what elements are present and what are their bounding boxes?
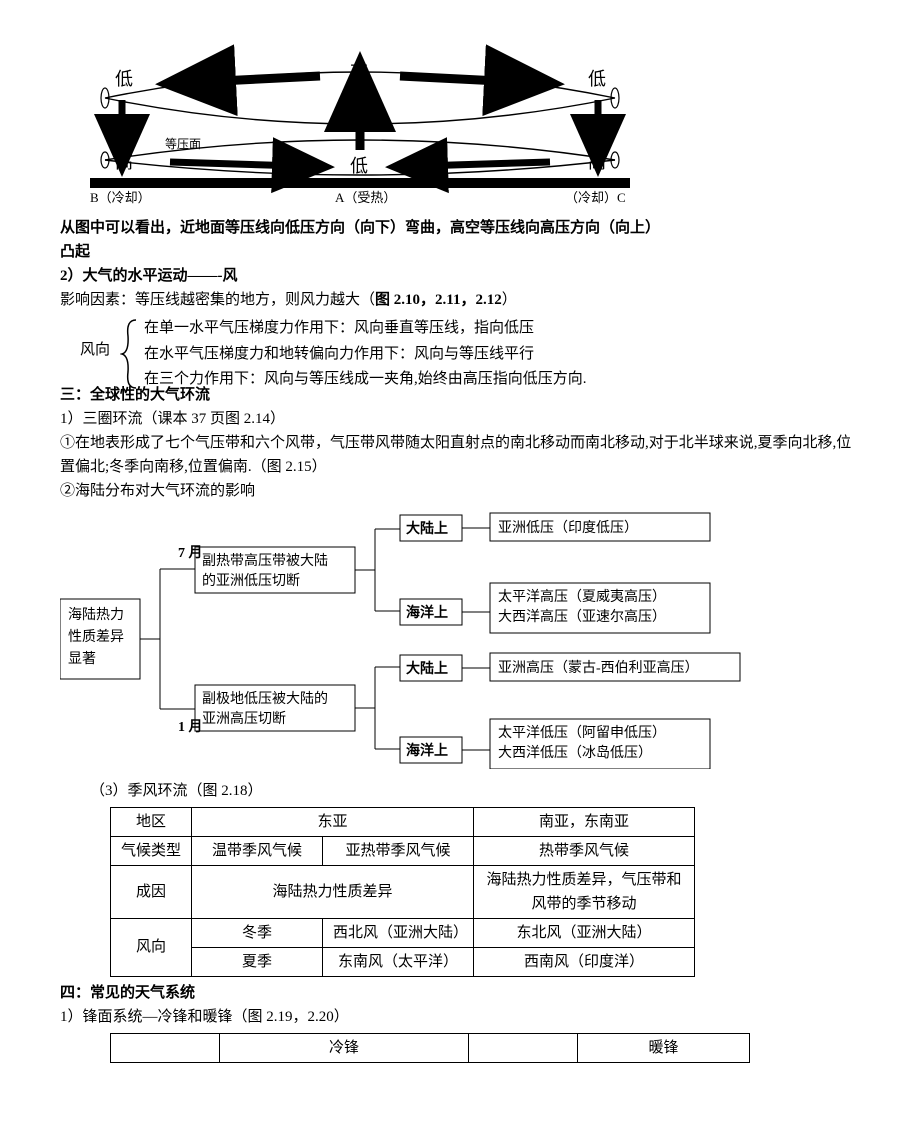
table-row: 成因 海陆热力性质差异 海陆热力性质差异，气压带和风带的季节移动 — [111, 865, 695, 918]
monsoon-title: （3）季风环流（图 2.18） — [90, 779, 860, 803]
svg-text:（冷却）C: （冷却）C — [565, 190, 626, 205]
svg-text:亚洲低压（印度低压）: 亚洲低压（印度低压） — [498, 520, 638, 536]
svg-text:海洋上: 海洋上 — [406, 604, 448, 621]
wind-direction-label: 风向 — [80, 338, 120, 362]
svg-text:副极地低压被大陆的: 副极地低压被大陆的 — [202, 691, 328, 707]
svg-text:大西洋高压（亚速尔高压）: 大西洋高压（亚速尔高压） — [498, 608, 666, 625]
svg-text:的亚洲低压切断: 的亚洲低压切断 — [202, 573, 300, 589]
svg-text:大陆上: 大陆上 — [406, 660, 448, 677]
section-4-title: 四：常见的天气系统 — [60, 981, 860, 1005]
svg-text:太平洋高压（夏威夷高压）: 太平洋高压（夏威夷高压） — [498, 588, 666, 605]
table-row: 地区 东亚 南亚，东南亚 — [111, 807, 695, 836]
svg-text:低: 低 — [350, 156, 368, 176]
section-2-factor-line: 影响因素：等压线越密集的地方，则风力越大（图 2.10，2.11，2.12） — [60, 288, 860, 312]
section-3-line-1: 1）三圈环流（课本 37 页图 2.14） — [60, 407, 860, 431]
section-4-line-1: 1）锋面系统—冷锋和暖锋（图 2.19，2.20） — [60, 1005, 860, 1029]
svg-text:亚洲高压（蒙古-西伯利亚高压）: 亚洲高压（蒙古-西伯利亚高压） — [498, 659, 699, 676]
svg-text:高: 高 — [588, 152, 606, 172]
wind-brace-line-2: 在水平气压梯度力和地转偏向力作用下：风向与等压线平行 — [144, 342, 587, 368]
diagram-caption-line1: 从图中可以看出，近地面等压线向低压方向（向下）弯曲，高空等压线向高压方向（向上） — [60, 216, 860, 240]
circulation-svg: 等压面 低 高 低 高 低 高 B（冷却） A（受热） （冷却）C — [60, 40, 660, 210]
svg-text:大西洋低压（冰岛低压）: 大西洋低压（冰岛低压） — [498, 745, 652, 761]
table-row: 冷锋 暖锋 — [111, 1033, 750, 1062]
svg-text:A（受热）: A（受热） — [335, 190, 396, 205]
diagram-caption-line2: 凸起 — [60, 240, 860, 264]
svg-text:B（冷却）: B（冷却） — [90, 190, 151, 205]
section-2-title: 2）大气的水平运动——-风 — [60, 264, 860, 288]
table-row: 气候类型 温带季风气候 亚热带季风气候 热带季风气候 — [111, 836, 695, 865]
svg-text:1 月: 1 月 — [178, 719, 203, 735]
monsoon-table: 地区 东亚 南亚，东南亚 气候类型 温带季风气候 亚热带季风气候 热带季风气候 … — [110, 807, 695, 977]
svg-text:高: 高 — [115, 152, 133, 172]
svg-text:低: 低 — [588, 69, 606, 89]
svg-text:高: 高 — [350, 62, 368, 82]
brace-left-icon — [120, 318, 140, 390]
thermal-circulation-diagram: 等压面 低 高 低 高 低 高 B（冷却） A（受热） （冷却）C — [60, 40, 660, 210]
front-table: 冷锋 暖锋 — [110, 1033, 750, 1063]
section-3-line-3: ②海陆分布对大气环流的影响 — [60, 479, 860, 503]
svg-text:海洋上: 海洋上 — [406, 742, 448, 759]
svg-text:显著: 显著 — [68, 651, 96, 667]
svg-text:亚洲高压切断: 亚洲高压切断 — [202, 710, 286, 727]
svg-text:太平洋低压（阿留申低压）: 太平洋低压（阿留申低压） — [498, 725, 666, 741]
svg-text:海陆热力: 海陆热力 — [68, 607, 124, 623]
section-3-line-2: ①在地表形成了七个气压带和六个风带，气压带风带随太阳直射点的南北移动而南北移动,… — [60, 431, 860, 479]
sea-land-tree-diagram: 海陆热力 性质差异 显著 7 月 1 月 副热带高压带被大陆 的亚洲低压切断 副… — [60, 509, 860, 769]
svg-text:低: 低 — [115, 69, 133, 89]
wind-brace-line-1: 在单一水平气压梯度力作用下：风向垂直等压线，指向低压 — [144, 316, 587, 342]
isobaric-label: 等压面 — [165, 137, 201, 151]
svg-text:性质差异: 性质差异 — [68, 629, 124, 645]
wind-brace-line-3: 在三个力作用下：风向与等压线成一夹角,始终由高压指向低压方向. — [144, 367, 587, 393]
svg-text:副热带高压带被大陆: 副热带高压带被大陆 — [202, 552, 328, 569]
svg-text:大陆上: 大陆上 — [406, 520, 448, 537]
table-row: 风向 冬季 西北风（亚洲大陆） 东北风（亚洲大陆） — [111, 918, 695, 947]
table-row: 夏季 东南风（太平洋） 西南风（印度洋） — [111, 947, 695, 976]
